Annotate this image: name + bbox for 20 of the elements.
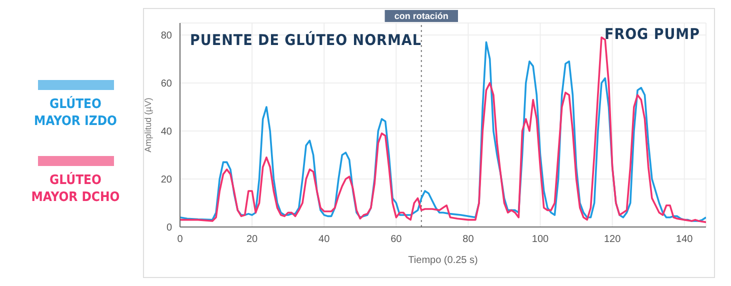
x-tick-label: 140 — [676, 234, 694, 246]
x-tick-label: 100 — [532, 234, 550, 246]
x-tick-label: 0 — [177, 234, 184, 246]
y-tick-label: 60 — [160, 78, 172, 90]
y-tick-label: 40 — [160, 126, 172, 138]
annotation: PUENTE DE GLÚTEO NORMAL — [190, 31, 422, 49]
ref-line-label: con rotación — [394, 11, 448, 21]
x-tick-label: 80 — [462, 234, 474, 246]
x-tick-label: 60 — [390, 234, 402, 246]
y-tick-label: 0 — [166, 222, 172, 234]
y-axis-title: Amplitud (µV) — [143, 98, 154, 152]
x-tick-label: 40 — [318, 234, 330, 246]
x-tick-label: 20 — [246, 234, 258, 246]
text: GLÚTEO MAYOR IZDO — [33, 96, 118, 130]
x-tick-label: 120 — [604, 234, 622, 246]
y-tick-label: 20 — [160, 174, 172, 186]
text: GLÚTEO MAYOR DCHO — [30, 172, 120, 206]
annotation: FROG PUMP — [604, 25, 700, 43]
x-axis-title: Tiempo (0.25 s) — [408, 255, 478, 266]
y-tick-label: 80 — [160, 30, 172, 42]
